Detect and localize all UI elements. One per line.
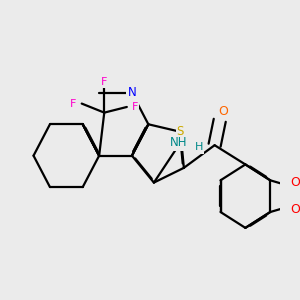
Text: O: O: [290, 203, 300, 216]
Text: O: O: [290, 176, 300, 189]
Text: F: F: [132, 102, 138, 112]
Text: S: S: [177, 125, 184, 138]
Text: O: O: [218, 105, 228, 118]
Text: N: N: [128, 86, 136, 99]
Text: H: H: [195, 142, 203, 152]
Text: F: F: [101, 77, 107, 87]
Text: NH: NH: [170, 136, 187, 149]
Text: F: F: [70, 99, 77, 109]
